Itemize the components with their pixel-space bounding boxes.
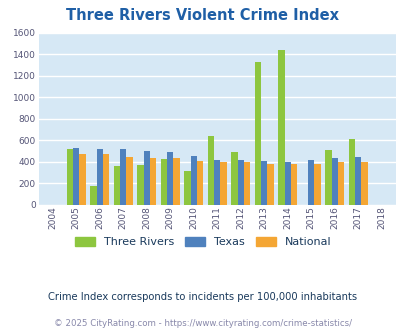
Bar [290, 164, 296, 205]
Text: Crime Index corresponds to incidents per 100,000 inhabitants: Crime Index corresponds to incidents per… [48, 292, 357, 302]
Bar [126, 157, 132, 205]
Bar [137, 165, 143, 205]
Bar [73, 148, 79, 205]
Bar [307, 160, 313, 205]
Bar [96, 149, 102, 205]
Bar [237, 160, 243, 205]
Bar [360, 162, 367, 205]
Bar [267, 164, 273, 205]
Bar [230, 152, 237, 205]
Bar [337, 162, 343, 205]
Bar [324, 150, 331, 205]
Bar [90, 186, 96, 205]
Bar [213, 160, 220, 205]
Bar [354, 157, 360, 205]
Bar [220, 162, 226, 205]
Bar [284, 162, 290, 205]
Bar [143, 151, 149, 205]
Bar [313, 164, 320, 205]
Text: Three Rivers Violent Crime Index: Three Rivers Violent Crime Index [66, 8, 339, 23]
Bar [277, 50, 284, 205]
Bar [190, 156, 196, 205]
Bar [166, 152, 173, 205]
Bar [79, 154, 85, 205]
Bar [243, 162, 249, 205]
Bar [173, 158, 179, 205]
Bar [254, 62, 260, 205]
Bar [260, 161, 267, 205]
Bar [184, 171, 190, 205]
Bar [348, 139, 354, 205]
Bar [149, 158, 156, 205]
Bar [196, 161, 203, 205]
Bar [102, 154, 109, 205]
Bar [160, 159, 166, 205]
Legend: Three Rivers, Texas, National: Three Rivers, Texas, National [70, 233, 335, 252]
Bar [331, 158, 337, 205]
Bar [66, 149, 73, 205]
Text: © 2025 CityRating.com - https://www.cityrating.com/crime-statistics/: © 2025 CityRating.com - https://www.city… [54, 319, 351, 328]
Bar [207, 137, 213, 205]
Bar [120, 149, 126, 205]
Bar [113, 166, 120, 205]
